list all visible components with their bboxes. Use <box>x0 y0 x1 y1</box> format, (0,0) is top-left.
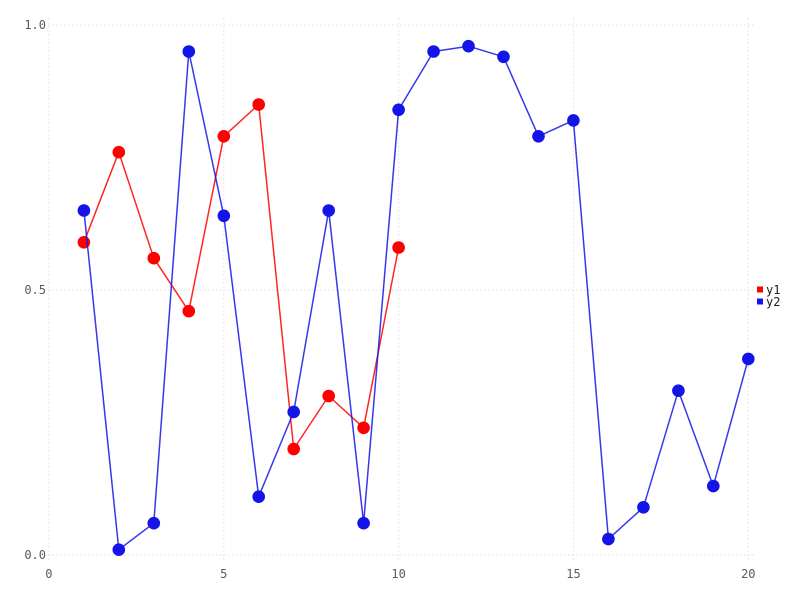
legend-label-y2: y2 <box>766 295 780 309</box>
data-point-y1 <box>217 130 231 143</box>
x-tick-label: 0 <box>45 567 52 581</box>
data-point-y2 <box>567 114 580 127</box>
series-line-y1 <box>83 103 400 450</box>
data-point-y1 <box>252 98 265 111</box>
y-tick-label: 1.0 <box>24 18 46 32</box>
data-point-y1 <box>357 421 370 435</box>
data-point-y2 <box>672 384 685 398</box>
series-line-y2 <box>83 45 750 551</box>
data-point-y2 <box>427 45 440 58</box>
y-tick-label: 0.5 <box>24 283 46 297</box>
data-point-y2 <box>602 532 615 546</box>
data-point-y1 <box>112 145 126 159</box>
data-point-y1 <box>287 442 301 456</box>
x-tick-label: 5 <box>220 567 227 581</box>
data-point-y2 <box>392 103 405 117</box>
legend-swatch-y2 <box>757 298 763 305</box>
data-point-y1 <box>322 389 336 403</box>
data-point-y2 <box>497 50 510 64</box>
legend-swatch-y1 <box>757 286 763 293</box>
data-point-y2 <box>322 204 336 217</box>
data-point-y2 <box>357 516 370 530</box>
x-tick-label: 20 <box>741 567 755 581</box>
data-point-y2 <box>462 39 475 53</box>
data-point-y2 <box>112 543 126 556</box>
data-point-y2 <box>637 501 650 514</box>
y-tick-label: 0.0 <box>24 548 46 562</box>
data-point-y2 <box>707 479 720 493</box>
data-point-y2 <box>252 490 265 504</box>
data-point-y2 <box>77 204 91 217</box>
data-point-y2 <box>742 352 755 366</box>
x-tick-label: 10 <box>391 567 405 581</box>
data-point-y2 <box>287 405 301 419</box>
data-point-y2 <box>147 516 161 530</box>
legend-label-y1: y1 <box>766 283 780 297</box>
x-tick-label: 15 <box>566 567 580 581</box>
data-point-y2 <box>217 209 231 223</box>
data-point-y1 <box>147 251 161 265</box>
data-point-y1 <box>392 241 405 254</box>
data-point-y1 <box>182 304 196 318</box>
data-point-y2 <box>182 45 196 58</box>
data-point-y2 <box>532 130 545 143</box>
